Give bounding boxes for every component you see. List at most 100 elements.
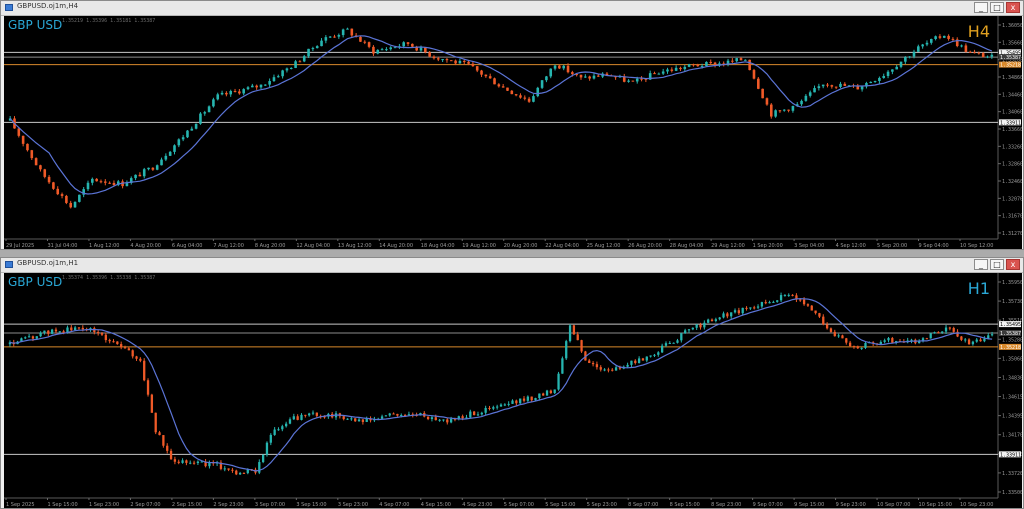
candle-body	[285, 68, 289, 71]
candle-body	[20, 338, 23, 342]
candle-body	[81, 327, 84, 330]
candle-body	[91, 178, 94, 183]
candle-body	[699, 324, 702, 328]
minimize-button[interactable]: _	[974, 2, 988, 13]
candle-body	[536, 87, 540, 97]
candle-body	[164, 155, 168, 160]
candle-body	[891, 338, 894, 343]
candle-body	[887, 338, 890, 341]
chart-window-h4[interactable]: GBPUSD.oj1m,H4 _ □ x 1.36050 1.35660 1.352…	[0, 0, 1024, 250]
chart-area-h4[interactable]: 1.36050 1.35660 1.35260 1.34860 1.34460 1.340…	[4, 16, 1022, 249]
time-tick-label: 1 Aug 12:00	[89, 243, 120, 249]
candle-body	[576, 334, 579, 341]
time-tick-label: 5 Sep 07:00	[504, 502, 534, 508]
price-level-label: 1.33911	[1000, 452, 1021, 458]
candle-body	[304, 414, 307, 416]
window-title: GBPUSD.oj1m,H1	[17, 259, 79, 267]
candle-body	[70, 327, 73, 331]
maximize-button[interactable]: □	[990, 259, 1004, 270]
candle-body	[411, 43, 414, 47]
candle-body	[657, 352, 660, 355]
time-tick-label: 8 Sep 15:00	[670, 502, 700, 508]
candle-body	[62, 331, 65, 333]
candle-body	[791, 106, 795, 111]
candle-body	[860, 347, 863, 349]
window-titlebar[interactable]: GBPUSD.oj1m,H1 _ □ x	[1, 258, 1023, 273]
candle-body	[112, 341, 115, 343]
candle-body	[428, 52, 431, 57]
time-tick-label: 12 Aug 04:00	[296, 243, 330, 249]
candle-body	[300, 414, 303, 420]
candle-body	[104, 334, 107, 341]
candle-body	[66, 327, 69, 333]
candle-body	[674, 67, 678, 71]
candle-body	[177, 139, 181, 146]
candle-body	[562, 65, 566, 69]
candle-body	[879, 341, 882, 345]
close-button[interactable]: x	[1006, 259, 1020, 270]
price-chart-h4[interactable]: 1.36050 1.35660 1.35260 1.34860 1.34460 1.340…	[4, 16, 1022, 249]
candle-body	[503, 404, 506, 406]
chart-window-h1[interactable]: GBPUSD.oj1m,H1 _ □ x 1.359501.357301.355…	[0, 257, 1024, 509]
candle-body	[808, 92, 812, 96]
moving-average-line	[9, 298, 993, 472]
candle-body	[967, 339, 971, 345]
candle-body	[561, 358, 564, 374]
time-tick-label: 3 Sep 04:00	[794, 243, 824, 249]
candle-body	[782, 109, 786, 111]
candle-body	[361, 419, 365, 422]
candle-body	[538, 393, 541, 399]
window-titlebar[interactable]: GBPUSD.oj1m,H4 _ □ x	[1, 1, 1023, 16]
candle-body	[223, 468, 226, 470]
candle-body	[185, 460, 188, 463]
close-button[interactable]: x	[1006, 2, 1020, 13]
price-tick-label: 1.33500	[1002, 490, 1022, 496]
candle-body	[242, 472, 246, 474]
candle-body	[542, 393, 545, 396]
candle-body	[666, 69, 669, 72]
candle-body	[733, 310, 737, 313]
candle-body	[273, 429, 276, 435]
candle-body	[227, 468, 230, 470]
candle-body	[367, 42, 371, 47]
candle-body	[496, 406, 499, 408]
ohlc-readout: 1.35219 1.35396 1.35181 1.35387	[62, 18, 156, 24]
candle-body	[837, 335, 840, 337]
candle-body	[95, 178, 98, 182]
price-chart-h1[interactable]: 1.359501.357301.355101.352801.350601.348…	[4, 273, 1022, 508]
chart-area-h1[interactable]: 1.359501.357301.355101.352801.350601.348…	[4, 273, 1022, 508]
candle-body	[54, 329, 58, 332]
candle-body	[668, 342, 671, 344]
candle-body	[709, 61, 713, 63]
candle-body	[810, 305, 813, 311]
price-level-tag	[999, 54, 1021, 61]
candle-body	[634, 360, 637, 364]
candle-body	[43, 330, 46, 333]
price-tick-label: 1.35660	[1002, 40, 1022, 46]
candle-body	[17, 128, 21, 136]
time-tick-label: 1 Sep 23:00	[89, 502, 119, 508]
time-tick-label: 19 Aug 12:00	[462, 243, 496, 249]
candle-body	[39, 332, 42, 337]
maximize-button[interactable]: □	[990, 2, 1004, 13]
time-tick-label: 31 Jul 04:00	[47, 243, 77, 249]
time-tick-label: 1 Sep 15:00	[47, 502, 77, 508]
candle-body	[826, 84, 829, 86]
candle-body	[292, 416, 295, 420]
candle-body	[714, 319, 717, 322]
candle-body	[540, 80, 544, 88]
candle-body	[526, 396, 530, 401]
candle-body	[934, 36, 937, 40]
candle-body	[173, 145, 176, 152]
candle-body	[337, 35, 341, 37]
candle-body	[545, 76, 548, 81]
time-tick-label: 1 Sep 20:00	[753, 243, 783, 249]
candle-body	[302, 56, 306, 62]
time-tick-label: 4 Sep 15:00	[421, 502, 451, 508]
minimize-button[interactable]: _	[974, 259, 988, 270]
candle-body	[120, 344, 123, 348]
candle-body	[476, 414, 480, 416]
candle-body	[131, 350, 134, 357]
candle-body	[108, 182, 111, 184]
candle-body	[960, 45, 963, 47]
